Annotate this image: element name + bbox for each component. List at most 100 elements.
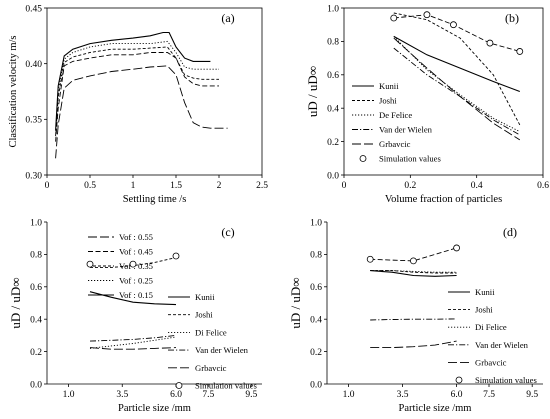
legend-marker <box>175 382 183 389</box>
x-tick-label: 7.5 <box>202 390 214 400</box>
y-tick-label: 1.0 <box>30 218 42 228</box>
y-tick-label: 0.2 <box>310 348 322 358</box>
series-2 <box>89 336 177 349</box>
series-4 <box>370 340 457 349</box>
y-tick-label: 1.0 <box>327 4 339 14</box>
y-tick-label: 0.6 <box>30 283 42 293</box>
x-tick-label: 2 <box>217 181 222 191</box>
data-point <box>86 260 94 268</box>
legend-entry: Simulation values <box>195 381 257 391</box>
series-line <box>393 36 521 133</box>
legend-entry: Vof : 0.15 <box>119 290 153 300</box>
data-point <box>129 260 137 268</box>
panel-label: (b) <box>505 11 519 25</box>
legend-entry: De Felice <box>379 110 412 120</box>
series-2 <box>393 36 521 133</box>
y-axis-label: uD / uD∞ <box>288 277 303 328</box>
series-0 <box>89 291 177 306</box>
series-2 <box>55 46 219 137</box>
series-line <box>55 31 211 131</box>
series-line <box>393 12 521 126</box>
data-point <box>450 21 457 29</box>
series-line <box>370 270 457 274</box>
x-tick-label: 6.0 <box>451 390 463 400</box>
y-tick-label: 0.0 <box>327 171 339 181</box>
series-1 <box>55 52 219 142</box>
legend-entry: Joshi <box>475 305 493 315</box>
y-tick-label: 0.6 <box>310 283 322 293</box>
series-line <box>89 336 177 349</box>
plot-frame <box>343 7 544 176</box>
data-point <box>516 48 524 55</box>
chart-panel-c: 1.0 3.5 6.0 7.5 9.5 0.0 0.2 0.4 0.6 0.8 1.0 Particl… <box>8 218 262 414</box>
series-1 <box>393 12 521 126</box>
x-tick-label: 0.6 <box>537 181 549 191</box>
y-tick-label: 0.8 <box>30 251 42 261</box>
y-axis-label: uD / uD∞ <box>8 277 23 328</box>
legend-entry: Vof : 0.55 <box>119 232 153 242</box>
series-4 <box>55 31 211 131</box>
series-0 <box>370 270 457 277</box>
legend: Vof : 0.55 Vof : 0.45 Vof : 0.35 Vof : 0.25… <box>88 232 153 300</box>
series-line <box>393 47 521 136</box>
legend-entry: Kunii <box>475 287 495 297</box>
data-point <box>366 255 374 263</box>
series-line <box>393 37 521 141</box>
x-tick-label: 0.4 <box>471 181 483 191</box>
series-line <box>370 340 457 349</box>
series-1 <box>370 270 457 274</box>
panel-label: (c) <box>221 225 234 239</box>
data-point <box>423 11 431 19</box>
series-0 <box>393 35 520 93</box>
series-line <box>55 46 219 137</box>
series-line <box>90 257 177 268</box>
plot-frame <box>46 7 263 176</box>
x-tick-label: 7.5 <box>483 390 495 400</box>
legend: Kunii Joshi Di Felice Van der Wielen Grbavci… <box>448 287 537 385</box>
series-line <box>55 52 219 142</box>
series-0 <box>55 65 228 159</box>
y-tick-label: 0.45 <box>25 4 42 14</box>
chart-panel-a: 0 0.5 1 1.5 2 2.5 0.30 0.35 0.40 0.45 Settling tim… <box>8 4 268 300</box>
y-tick-label: 0.0 <box>30 380 42 390</box>
series-line <box>55 65 228 159</box>
y-tick-label: 0.2 <box>30 348 42 358</box>
legend-entry: Di Felice <box>475 322 507 332</box>
y-tick-label: 1.0 <box>310 218 322 228</box>
legend-entry: Di Felice <box>195 327 227 337</box>
series-4 <box>393 37 521 141</box>
x-tick-label: 9.5 <box>526 390 538 400</box>
y-tick-label: 0.4 <box>310 316 322 326</box>
series-3 <box>370 318 457 321</box>
y-tick-label: 0.35 <box>25 116 42 126</box>
legend-entry: Kunii <box>379 81 399 91</box>
x-axis-label: Particle size /mm <box>118 403 191 414</box>
legend-entry: Kunii <box>195 292 215 302</box>
series-1 <box>90 257 177 268</box>
legend-entry: Joshi <box>195 310 213 320</box>
x-axis-label: Particle size /mm <box>399 403 472 414</box>
legend-entry: Van der Wielen <box>195 345 249 355</box>
legend-marker <box>359 155 367 162</box>
chart-panel-d: 1.0 3.5 6.0 7.5 9.5 0.0 0.2 0.4 0.6 0.8 1.0 Particl… <box>288 218 543 414</box>
series-line <box>89 347 177 350</box>
series-5 <box>390 11 524 55</box>
legend-entry: Vof : 0.35 <box>119 261 153 271</box>
y-tick-label: 0.8 <box>310 251 322 261</box>
series-line <box>370 270 457 277</box>
series-4 <box>89 347 177 350</box>
legend-entry: Van der Wielen <box>475 340 529 350</box>
x-tick-label: 3.5 <box>116 390 128 400</box>
legend: Kunii Joshi De Felice Van der Wielen Grbavci… <box>352 81 441 164</box>
legend-entry: Simulation values <box>475 375 537 385</box>
legend-entry: Grbavcic <box>475 357 507 367</box>
x-tick-label: 2.5 <box>256 181 268 191</box>
series-line <box>370 270 457 273</box>
series-5 <box>86 252 180 268</box>
y-tick-label: 0.4 <box>30 316 42 326</box>
series-5 <box>366 244 461 265</box>
y-tick-label: 0.6 <box>327 71 339 81</box>
chart-panel-b: 0 0.2 0.4 0.6 0.0 0.2 0.4 0.6 0.8 1.0 Volume fract… <box>305 4 549 205</box>
series-2 <box>370 270 457 273</box>
